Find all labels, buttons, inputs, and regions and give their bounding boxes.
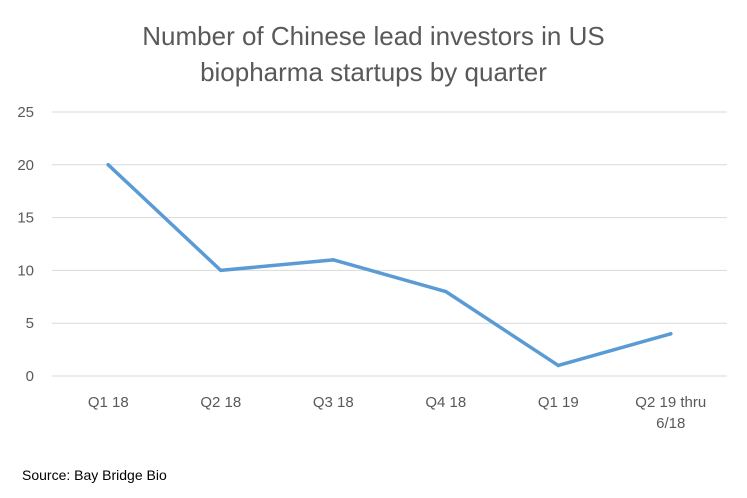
y-tick-label: 15 (17, 210, 34, 227)
y-tick-label: 20 (17, 157, 34, 174)
data-point (444, 289, 448, 294)
y-tick-label: 5 (26, 315, 34, 332)
data-point (556, 363, 560, 368)
series-line (106, 163, 673, 368)
x-tick-label: Q3 18 (313, 394, 354, 411)
x-tick-label: Q2 18 (200, 394, 241, 411)
x-tick-label: Q2 19 thru 6/18 (635, 394, 706, 432)
data-point (669, 332, 673, 336)
x-axis-tick-labels: Q1 18 Q2 18 Q3 18 Q4 18 Q1 19 Q2 19 thru 6/18 (88, 394, 706, 432)
data-point (106, 163, 110, 167)
x-tick-label-line: Q3 18 (313, 394, 354, 411)
chart-title-line-2: biopharma startups by quarter (200, 57, 547, 87)
gridlines (52, 111, 727, 377)
chart-title: Number of Chinese lead investors in US b… (0, 18, 747, 90)
data-point (331, 258, 335, 262)
x-tick-label: Q1 18 (88, 394, 129, 411)
x-tick-label-line: Q2 18 (200, 394, 241, 411)
x-tick-label: Q1 19 (538, 394, 579, 411)
chart-title-line-1: Number of Chinese lead investors in US (142, 21, 605, 51)
y-tick-label: 25 (17, 104, 34, 121)
x-tick-label-line: Q1 19 (538, 394, 579, 411)
y-tick-label: 10 (17, 262, 34, 279)
series (106, 163, 673, 368)
x-tick-label: Q4 18 (425, 394, 466, 411)
y-axis-tick-labels: 0 5 10 15 20 25 (17, 104, 34, 385)
x-tick-label-line: Q1 18 (88, 394, 129, 411)
source-note: Source: Bay Bridge Bio (22, 467, 167, 483)
x-tick-label-line: 6/18 (656, 415, 685, 432)
data-point (219, 268, 223, 273)
x-tick-label-line: Q4 18 (425, 394, 466, 411)
x-tick-label-line: Q2 19 thru (635, 394, 706, 411)
y-tick-label: 0 (26, 368, 34, 385)
